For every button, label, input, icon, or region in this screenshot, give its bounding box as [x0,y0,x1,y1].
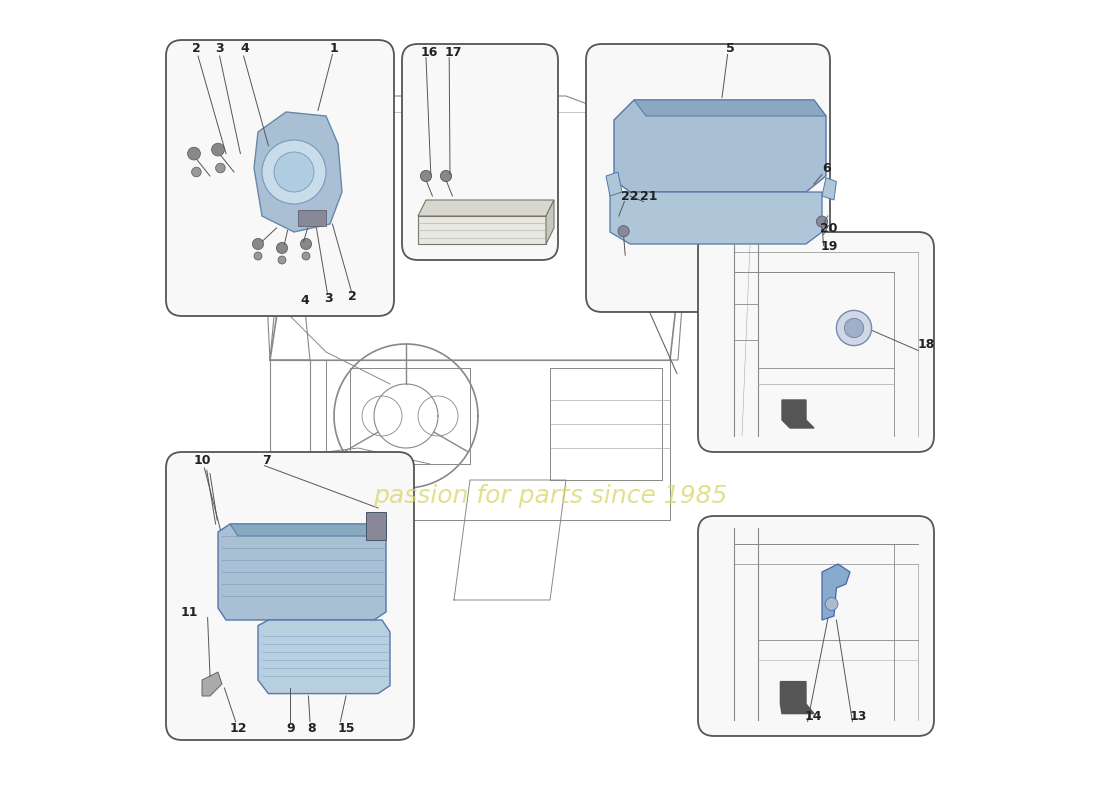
Circle shape [274,152,313,192]
Text: 3: 3 [324,292,333,306]
Bar [298,210,326,226]
Circle shape [420,170,431,182]
Polygon shape [614,100,826,192]
Polygon shape [782,400,814,428]
Circle shape [216,163,225,173]
Polygon shape [546,200,554,244]
Circle shape [191,167,201,177]
Circle shape [211,143,224,156]
Polygon shape [218,524,386,620]
Circle shape [278,256,286,264]
Text: 19: 19 [821,240,838,253]
Circle shape [188,147,200,160]
Polygon shape [634,100,826,116]
Circle shape [300,238,311,250]
Circle shape [816,216,827,227]
Circle shape [618,226,629,237]
Circle shape [845,318,864,338]
FancyBboxPatch shape [166,452,414,740]
Bar [366,512,386,540]
Text: 18: 18 [918,338,935,351]
Text: 4: 4 [300,294,309,307]
Text: 21: 21 [640,190,658,203]
Polygon shape [822,564,850,620]
Text: 3: 3 [216,42,224,55]
Text: 15: 15 [338,722,355,735]
Polygon shape [202,672,222,696]
Polygon shape [418,200,554,216]
Polygon shape [780,682,814,714]
Circle shape [302,252,310,260]
Polygon shape [230,524,386,536]
Text: 5: 5 [726,42,735,55]
Text: 8: 8 [308,722,316,735]
Text: 16: 16 [420,46,438,59]
Text: 20: 20 [821,222,838,235]
Polygon shape [418,216,546,244]
Text: 12: 12 [230,722,248,735]
Text: 4: 4 [241,42,249,55]
Text: 17: 17 [444,46,462,59]
Text: 9: 9 [286,722,295,735]
Polygon shape [610,192,822,244]
FancyBboxPatch shape [698,232,934,452]
Polygon shape [822,178,836,200]
Text: passion for parts since 1985: passion for parts since 1985 [373,484,727,508]
Text: 11: 11 [180,606,198,619]
Circle shape [254,252,262,260]
FancyBboxPatch shape [698,516,934,736]
FancyBboxPatch shape [402,44,558,260]
FancyBboxPatch shape [166,40,394,316]
Text: 10: 10 [194,454,211,467]
Circle shape [825,598,838,610]
Circle shape [276,242,287,254]
Polygon shape [258,620,390,694]
Text: 13: 13 [850,710,868,723]
Text: 14: 14 [804,710,822,723]
Text: 22: 22 [621,190,639,203]
Circle shape [262,140,326,204]
Text: 7: 7 [262,454,271,467]
Polygon shape [254,112,342,232]
Text: 2: 2 [349,290,358,303]
Text: 2: 2 [191,42,200,55]
Text: 1: 1 [330,42,339,55]
Circle shape [440,170,452,182]
Circle shape [252,238,264,250]
Circle shape [836,310,871,346]
FancyBboxPatch shape [586,44,830,312]
Text: 6: 6 [822,162,830,175]
Polygon shape [606,172,621,196]
